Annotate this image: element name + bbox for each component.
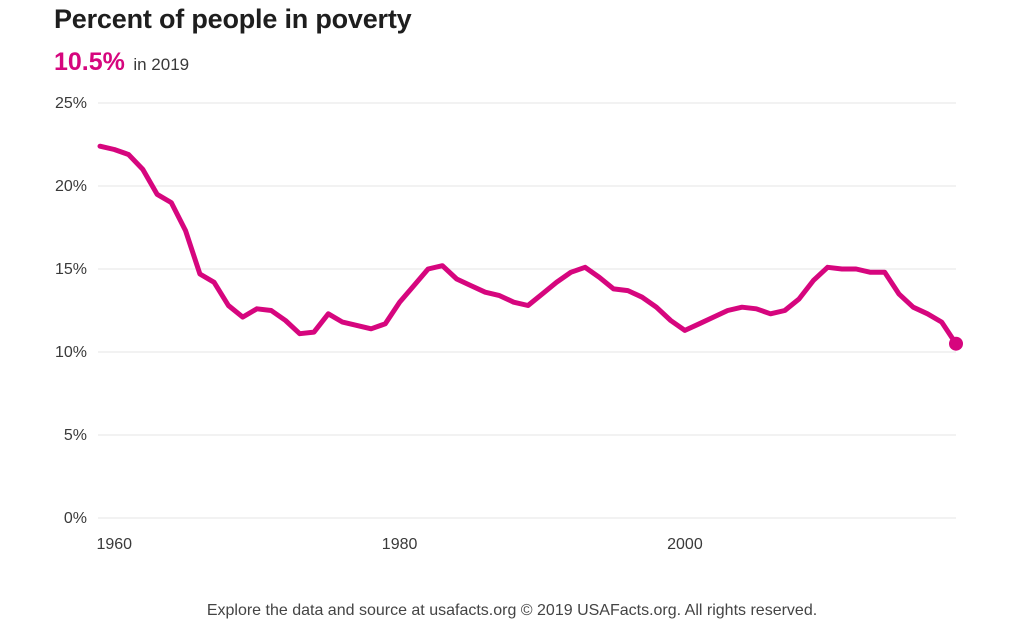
- x-tick-label: 1960: [96, 536, 132, 553]
- footer-credit: Explore the data and source at usafacts.…: [206, 602, 818, 619]
- x-tick-label: 1980: [382, 536, 418, 553]
- headline-stat: 10.5% in 2019: [54, 48, 189, 77]
- y-tick-label: 15%: [55, 261, 87, 278]
- y-tick-label: 20%: [55, 178, 87, 195]
- series-line-poverty-rate: [97, 143, 959, 347]
- gridlines: [98, 102, 956, 519]
- x-tick-label: 2000: [667, 536, 703, 553]
- axis-labels: 0% 5% 10% 15% 20% 25% 1960 1980 2000: [55, 95, 703, 553]
- y-tick-label: 5%: [64, 427, 87, 444]
- y-tick-label: 25%: [55, 95, 87, 112]
- endpoint-marker: [949, 336, 963, 351]
- series-layer: [97, 143, 963, 351]
- chart-title: Percent of people in poverty: [54, 4, 412, 34]
- headline-label: in 2019: [133, 55, 190, 74]
- y-tick-label: 0%: [64, 510, 87, 527]
- y-tick-label: 10%: [55, 344, 87, 361]
- headline-value: 10.5%: [54, 48, 125, 76]
